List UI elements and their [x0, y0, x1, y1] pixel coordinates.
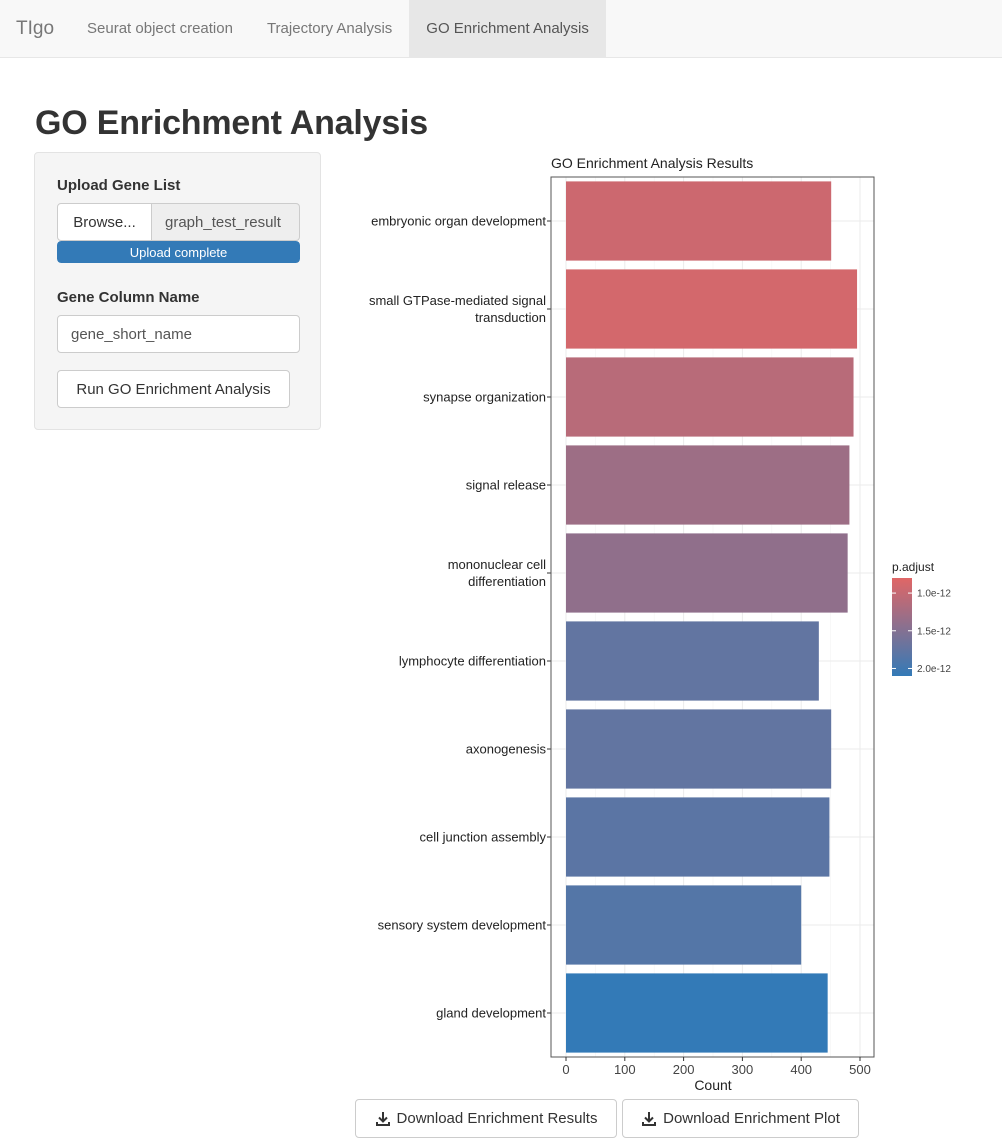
upload-gene-list-label: Upload Gene List [57, 177, 181, 194]
download-results-button[interactable]: Download Enrichment Results [355, 1099, 617, 1138]
legend-label: 1.0e-12 [917, 589, 951, 600]
file-upload-group: Browse... graph_test_result [57, 203, 300, 241]
x-tick-label: 0 [562, 1062, 569, 1077]
upload-progress-bar: Upload complete [57, 241, 300, 263]
bar [566, 445, 850, 525]
legend-label: 1.5e-12 [917, 626, 951, 637]
browse-button[interactable]: Browse... [57, 203, 152, 241]
x-tick-label: 100 [614, 1062, 636, 1077]
top-navbar: TIgo Seurat object creation Trajectory A… [0, 0, 1002, 58]
app-brand[interactable]: TIgo [16, 17, 55, 39]
bar [566, 797, 830, 877]
bar [566, 533, 848, 613]
run-go-enrichment-button[interactable]: Run GO Enrichment Analysis [57, 370, 290, 408]
download-plot-label: Download Enrichment Plot [663, 1110, 840, 1127]
bar [566, 181, 832, 261]
tab-trajectory-analysis[interactable]: Trajectory Analysis [266, 20, 393, 37]
x-tick-label: 500 [849, 1062, 871, 1077]
bar [566, 885, 802, 965]
x-tick-label: 300 [732, 1062, 754, 1077]
download-plot-button[interactable]: Download Enrichment Plot [622, 1099, 859, 1138]
legend-label: 2.0e-12 [917, 664, 951, 675]
tab-go-enrichment-analysis[interactable]: GO Enrichment Analysis [409, 0, 606, 57]
bar [566, 973, 828, 1053]
download-icon [375, 1111, 390, 1126]
y-tick-label: mononuclear cell differentiation [448, 557, 546, 589]
plot-panel-border [550, 176, 875, 1058]
y-tick-label: gland development [436, 1006, 546, 1021]
legend-title: p.adjust [892, 560, 935, 574]
page-title: GO Enrichment Analysis [35, 104, 429, 142]
chart-title: GO Enrichment Analysis Results [551, 155, 753, 171]
gene-column-label: Gene Column Name [57, 289, 200, 306]
gene-column-input[interactable]: gene_short_name [57, 315, 300, 353]
bar [566, 621, 819, 701]
bar [566, 269, 858, 349]
y-tick-label: embryonic organ development [371, 214, 546, 229]
download-results-label: Download Enrichment Results [396, 1110, 598, 1127]
x-tick-label: 400 [790, 1062, 812, 1077]
y-tick-label: signal release [466, 478, 546, 493]
y-tick-label: synapse organization [423, 390, 546, 405]
sidebar-panel: Upload Gene List Browse... graph_test_re… [34, 152, 321, 430]
y-tick-label: cell junction assembly [420, 830, 547, 845]
y-tick-label: axonogenesis [466, 742, 547, 757]
bar [566, 357, 854, 437]
x-tick-label: 200 [673, 1062, 695, 1077]
download-icon [642, 1111, 657, 1126]
file-name-field: graph_test_result [152, 203, 300, 241]
upload-progress: Upload complete [57, 241, 300, 263]
tab-seurat-object-creation[interactable]: Seurat object creation [87, 20, 233, 37]
legend-colorbar [892, 578, 912, 676]
x-axis-label: Count [694, 1077, 731, 1093]
y-tick-label: sensory system development [378, 918, 547, 933]
y-tick-label: small GTPase-mediated signal transduction [369, 293, 546, 325]
y-tick-label: lymphocyte differentiation [399, 654, 546, 669]
bar [566, 709, 832, 789]
go-enrichment-plot: GO Enrichment Analysis Results embryonic … [369, 155, 951, 1093]
